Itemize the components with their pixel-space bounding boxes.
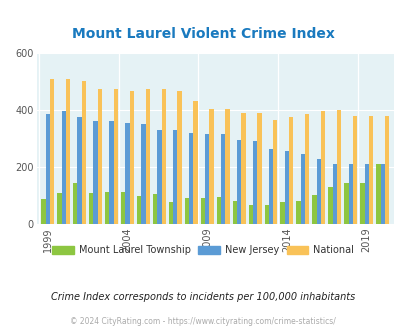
Bar	[252, 142, 257, 224]
Bar	[225, 109, 229, 224]
Bar	[375, 164, 379, 224]
Bar	[343, 183, 348, 224]
Bar	[153, 194, 157, 224]
Bar	[93, 121, 98, 224]
Bar	[200, 198, 205, 224]
Bar	[125, 123, 129, 224]
Bar	[232, 201, 237, 224]
Bar	[364, 164, 368, 224]
Bar	[61, 112, 66, 224]
Bar	[348, 164, 352, 224]
Bar	[141, 124, 145, 224]
Bar	[316, 159, 320, 224]
Bar	[129, 91, 134, 224]
Bar	[113, 88, 118, 224]
Bar	[89, 193, 93, 224]
Bar	[379, 164, 384, 224]
Bar	[296, 201, 300, 224]
Bar	[145, 88, 149, 224]
Bar	[257, 113, 261, 224]
Bar	[248, 205, 252, 224]
Bar	[332, 164, 336, 224]
Bar	[66, 79, 70, 224]
Bar	[359, 183, 364, 224]
Bar	[157, 130, 161, 224]
Bar	[311, 195, 316, 224]
Bar	[57, 193, 61, 224]
Bar	[173, 130, 177, 224]
Bar	[205, 134, 209, 224]
Bar	[384, 116, 388, 224]
Bar	[328, 187, 332, 224]
Bar	[264, 205, 268, 224]
Text: © 2024 CityRating.com - https://www.cityrating.com/crime-statistics/: © 2024 CityRating.com - https://www.city…	[70, 317, 335, 326]
Bar	[73, 183, 77, 224]
Bar	[352, 116, 356, 224]
Bar	[109, 121, 113, 224]
Bar	[273, 120, 277, 224]
Bar	[45, 114, 50, 224]
Bar	[237, 140, 241, 224]
Bar	[220, 134, 225, 224]
Bar	[50, 79, 54, 224]
Bar	[336, 110, 341, 224]
Bar	[81, 82, 86, 224]
Text: Crime Index corresponds to incidents per 100,000 inhabitants: Crime Index corresponds to incidents per…	[51, 292, 354, 302]
Bar	[41, 199, 45, 224]
Bar	[288, 117, 293, 224]
Bar	[189, 133, 193, 224]
Bar	[209, 109, 213, 224]
Bar	[136, 196, 141, 224]
Bar	[98, 88, 102, 224]
Bar	[284, 150, 288, 224]
Bar	[177, 91, 181, 224]
Bar	[105, 191, 109, 224]
Bar	[121, 191, 125, 224]
Bar	[193, 101, 197, 224]
Bar	[320, 112, 324, 224]
Bar	[304, 114, 309, 224]
Bar	[184, 198, 189, 224]
Legend: Mount Laurel Township, New Jersey, National: Mount Laurel Township, New Jersey, Natio…	[48, 241, 357, 259]
Bar	[300, 154, 304, 224]
Bar	[77, 117, 81, 224]
Bar	[168, 202, 173, 224]
Bar	[241, 113, 245, 224]
Text: Mount Laurel Violent Crime Index: Mount Laurel Violent Crime Index	[71, 27, 334, 41]
Bar	[161, 88, 165, 224]
Bar	[280, 202, 284, 224]
Bar	[268, 148, 273, 224]
Bar	[216, 197, 220, 224]
Bar	[368, 116, 372, 224]
